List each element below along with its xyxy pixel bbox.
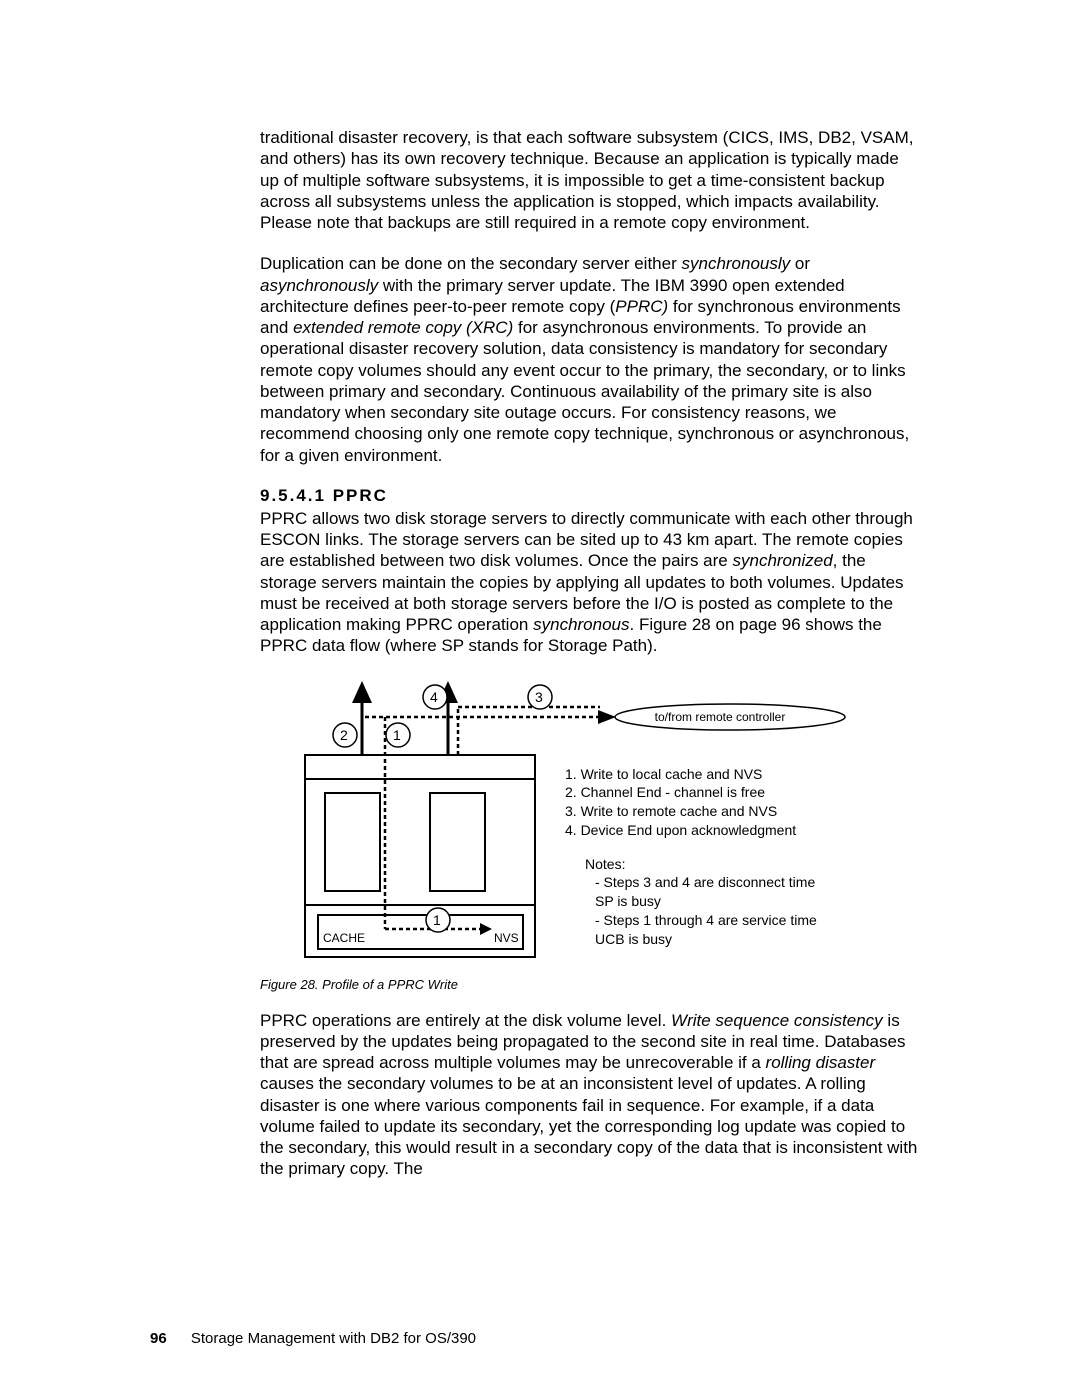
figure-notes: Notes: - Steps 3 and 4 are disconnect ti… — [585, 855, 817, 949]
circle-1b: 1 — [433, 912, 441, 928]
paragraph-4: PPRC operations are entirely at the disk… — [260, 1010, 920, 1180]
circle-4: 4 — [430, 689, 438, 705]
paragraph-3: PPRC allows two disk storage servers to … — [260, 508, 920, 657]
circle-3: 3 — [535, 689, 543, 705]
p3-sync2: synchronous — [533, 615, 629, 634]
cache-label: CACHE — [323, 931, 365, 945]
remote-label: to/from remote controller — [605, 710, 835, 724]
p2-xrc: extended remote copy (XRC) — [293, 318, 513, 337]
page-footer: 96 Storage Management with DB2 for OS/39… — [150, 1330, 476, 1347]
nvs-label: NVS — [494, 931, 519, 945]
p2-b: or — [790, 254, 810, 273]
figure-steps: 1. Write to local cache and NVS 2. Chann… — [565, 765, 796, 841]
footer-title: Storage Management with DB2 for OS/390 — [191, 1330, 476, 1347]
page-content: traditional disaster recovery, is that e… — [260, 110, 920, 1200]
p3-sync: synchronized — [732, 551, 832, 570]
figure-caption: Figure 28. Profile of a PPRC Write — [260, 977, 920, 992]
p2-a: Duplication can be done on the secondary… — [260, 254, 681, 273]
note-a: - Steps 3 and 4 are disconnect time — [595, 873, 817, 892]
p4-ws: Write sequence consistency — [671, 1011, 883, 1030]
p4-c: causes the secondary volumes to be at an… — [260, 1074, 917, 1178]
note-b: - Steps 1 through 4 are service time — [595, 911, 817, 930]
p4-rd: rolling disaster — [766, 1053, 876, 1072]
paragraph-1: traditional disaster recovery, is that e… — [260, 127, 920, 233]
circle-1: 1 — [393, 727, 401, 743]
step-3: 3. Write to remote cache and NVS — [565, 802, 796, 821]
p2-pprc: PPRC) — [615, 297, 668, 316]
step-4: 4. Device End upon acknowledgment — [565, 821, 796, 840]
note-a2: SP is busy — [595, 892, 817, 911]
paragraph-2: Duplication can be done on the secondary… — [260, 253, 920, 466]
p2-sync: synchronously — [681, 254, 790, 273]
step-1: 1. Write to local cache and NVS — [565, 765, 796, 784]
figure-28: to/from remote controller 4 3 2 1 1 CACH… — [290, 677, 890, 967]
p4-a: PPRC operations are entirely at the disk… — [260, 1011, 671, 1030]
p2-async: asynchronously — [260, 276, 378, 295]
notes-heading: Notes: — [585, 855, 817, 874]
note-b2: UCB is busy — [595, 930, 817, 949]
step-2: 2. Channel End - channel is free — [565, 783, 796, 802]
page-number: 96 — [150, 1330, 167, 1347]
section-heading: 9.5.4.1 PPRC — [260, 486, 920, 506]
p2-e: for asynchronous environments. To provid… — [260, 318, 909, 465]
circle-2: 2 — [340, 727, 348, 743]
